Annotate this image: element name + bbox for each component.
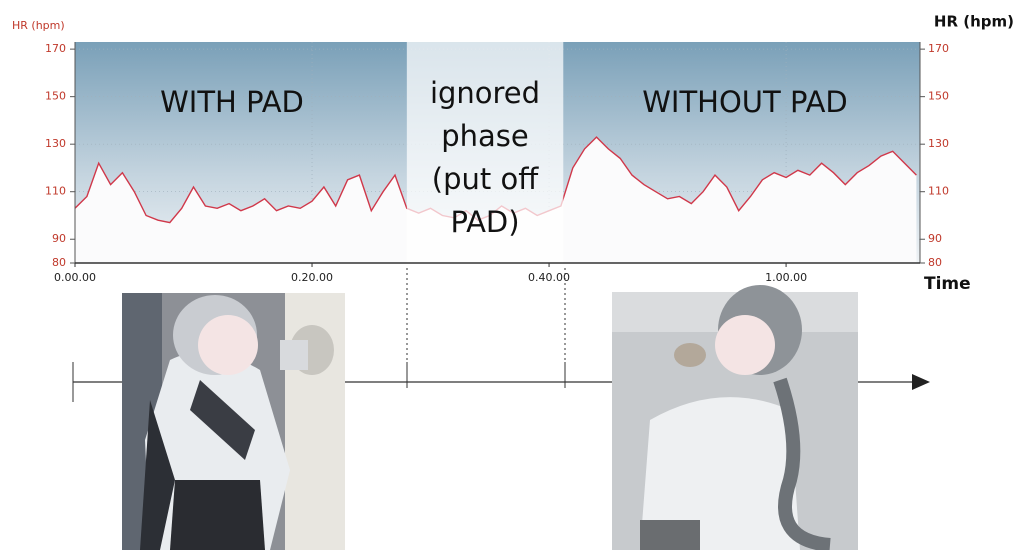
annotation-with-pad: WITH PAD xyxy=(160,85,304,119)
annotation-ignored: (put off xyxy=(432,162,539,196)
y-tick-label-right: 80 xyxy=(928,256,942,269)
annotation-without-pad: WITHOUT PAD xyxy=(642,85,848,119)
x-tick-label: 0.20.00 xyxy=(291,271,333,284)
x-tick-label: 0.00.00 xyxy=(54,271,96,284)
photo-with-pad xyxy=(122,293,345,550)
y-axis-label-left: HR (hpm) xyxy=(12,19,65,32)
y-tick-label-left: 110 xyxy=(45,185,66,198)
y-tick-label-left: 130 xyxy=(45,137,66,150)
plot: 80 80 90 90 110 110 130 130 150 150 170 170 0.00.00 0… xyxy=(12,13,1014,295)
ignored-phase-overlay xyxy=(406,40,564,263)
y-tick-label-left: 90 xyxy=(52,232,66,245)
annotation-ignored: phase xyxy=(441,119,529,153)
timeline-arrow xyxy=(912,374,930,390)
x-tick-label: 0.40.00 xyxy=(528,271,570,284)
y-tick-label-left: 80 xyxy=(52,256,66,269)
photo-without-pad xyxy=(612,285,858,550)
annotation-ignored: ignored xyxy=(430,76,540,110)
y-tick-label-right: 130 xyxy=(928,137,949,150)
y-tick-label-right: 150 xyxy=(928,90,949,103)
area-below-line xyxy=(75,137,917,263)
y-tick-label-left: 150 xyxy=(45,90,66,103)
x-axis-label: Time xyxy=(924,274,971,294)
x-tick-label: 1.00.00 xyxy=(765,271,807,284)
y-tick-label-right: 110 xyxy=(928,185,949,198)
y-tick-label-right: 90 xyxy=(928,232,942,245)
y-tick-label-right: 170 xyxy=(928,42,949,55)
y-tick-label-left: 170 xyxy=(45,42,66,55)
y-axis-label-right: HR (hpm) xyxy=(934,13,1014,31)
annotation-ignored: PAD) xyxy=(450,205,519,239)
